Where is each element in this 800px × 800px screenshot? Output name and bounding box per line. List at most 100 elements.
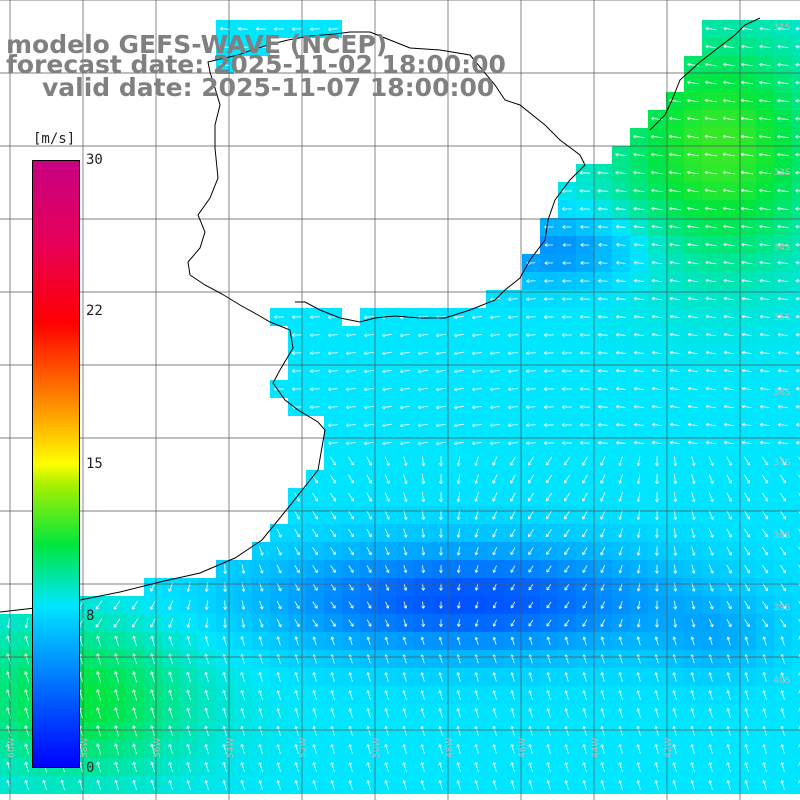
wind-arrow xyxy=(723,242,735,247)
wind-arrow xyxy=(759,278,771,283)
wind-arrow xyxy=(759,296,771,301)
wind-arrow xyxy=(345,405,356,410)
wind-arrow xyxy=(507,351,518,356)
wind-arrow xyxy=(291,333,302,337)
wind-arrow xyxy=(795,80,800,85)
wind-arrow xyxy=(651,134,663,139)
wind-arrow xyxy=(525,351,536,356)
wind-arrow xyxy=(615,188,627,193)
wind-cell xyxy=(792,524,800,542)
legend-tick-15: 15 xyxy=(86,456,103,472)
wind-arrow xyxy=(453,423,464,428)
wind-arrow xyxy=(545,456,553,466)
wind-arrow xyxy=(669,314,681,319)
lat-label: 38S xyxy=(773,531,790,541)
wind-arrow xyxy=(597,296,608,301)
wind-arrow xyxy=(633,134,645,139)
wind-arrow xyxy=(471,423,482,428)
wind-arrow xyxy=(345,351,356,356)
wind-arrow xyxy=(705,422,716,427)
wind-arrow xyxy=(633,440,644,445)
wind-arrow xyxy=(669,386,680,391)
wind-arrow xyxy=(363,333,374,338)
wind-arrow xyxy=(439,474,443,485)
wind-arrow xyxy=(761,456,769,466)
wind-arrow xyxy=(456,456,461,467)
wind-arrow xyxy=(435,405,446,410)
wind-arrow xyxy=(687,404,698,409)
wind-arrow xyxy=(705,278,717,283)
wind-arrow xyxy=(723,332,735,337)
wind-arrow xyxy=(669,350,680,355)
wind-arrow xyxy=(563,474,571,484)
wind-arrow xyxy=(363,387,374,392)
wind-arrow xyxy=(615,386,626,391)
wind-arrow xyxy=(563,456,571,466)
wind-arrow xyxy=(740,170,753,175)
wind-arrow xyxy=(691,456,696,467)
lat-label: 33S xyxy=(773,168,790,178)
wind-arrow xyxy=(219,26,230,31)
wind-arrow xyxy=(669,422,680,427)
wind-arrow xyxy=(726,456,732,466)
wind-arrow xyxy=(597,170,609,175)
wind-arrow xyxy=(439,456,443,467)
lat-label: 37S xyxy=(773,458,790,468)
wind-arrow xyxy=(579,315,590,319)
wind-arrow xyxy=(579,423,590,427)
wind-arrow xyxy=(705,404,716,409)
wind-arrow xyxy=(651,260,663,265)
wind-arrow xyxy=(723,386,734,391)
wind-arrow xyxy=(453,315,464,320)
wind-arrow xyxy=(655,474,659,485)
wind-arrow xyxy=(597,404,608,409)
wind-arrow xyxy=(726,474,732,484)
wind-arrow xyxy=(237,44,248,49)
wind-arrow xyxy=(471,369,482,374)
lat-label: 40S xyxy=(773,676,790,686)
wind-arrow xyxy=(669,242,681,247)
lat-label: 34S xyxy=(773,243,790,253)
wind-arrow xyxy=(561,423,572,427)
wind-arrow xyxy=(723,314,735,319)
wind-arrow xyxy=(741,440,752,445)
wind-arrow xyxy=(687,278,699,283)
wind-arrow xyxy=(561,207,572,211)
wind-cell xyxy=(792,452,800,470)
wind-arrow xyxy=(741,44,753,49)
wind-arrow xyxy=(759,368,770,373)
wind-arrow xyxy=(636,474,641,485)
wind-arrow xyxy=(543,423,554,427)
wind-arrow xyxy=(744,474,751,484)
wind-arrow xyxy=(381,405,392,410)
wind-arrow xyxy=(618,456,623,466)
wind-arrow xyxy=(525,369,536,374)
wind-arrow xyxy=(327,27,338,32)
wind-arrow xyxy=(562,225,572,229)
wind-arrow xyxy=(633,332,644,337)
wind-arrow xyxy=(255,27,266,31)
wind-arrow xyxy=(798,474,800,479)
wind-arrow xyxy=(597,368,608,373)
lat-label: 39S xyxy=(773,603,790,613)
wind-arrow xyxy=(723,62,735,67)
wind-arrow xyxy=(759,206,771,211)
wind-arrow xyxy=(777,62,789,67)
wind-arrow xyxy=(345,387,356,392)
wind-arrow xyxy=(327,405,338,410)
wind-arrow xyxy=(363,441,374,446)
wind-arrow xyxy=(616,260,626,265)
wind-arrow xyxy=(723,404,734,409)
wind-arrow xyxy=(492,456,498,466)
wind-arrow xyxy=(219,62,230,67)
wind-arrow xyxy=(615,350,626,355)
wind-arrow xyxy=(327,441,338,446)
wind-arrow xyxy=(686,98,699,103)
wind-arrow xyxy=(795,188,800,193)
wind-cell xyxy=(792,578,800,596)
wind-arrow xyxy=(686,152,700,157)
wind-arrow xyxy=(327,369,338,374)
legend-tick-22: 22 xyxy=(86,303,103,319)
wind-arrow xyxy=(758,170,771,175)
wind-arrow xyxy=(723,260,735,265)
